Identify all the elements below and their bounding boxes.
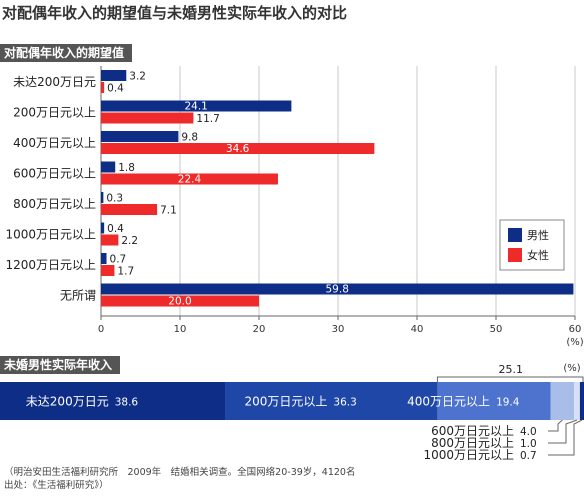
data-label: 9.8 [181,132,198,144]
data-label: 1.7 [117,266,134,278]
leader-line [548,419,583,456]
expectation-bar-chart: 未达200万日元 3.2 0.4 200万日元以上 24.111.7 400万日元以上 9.… [5,66,584,348]
data-label: 0.3 [106,193,123,205]
source-line-2: 出处：《生活福利研究》） [4,480,109,491]
segment-label: 400万日元以上 [407,395,490,409]
x-tick-label: 30 [332,324,345,335]
female-bar [101,82,105,93]
chart1-title: 对配偶年收入的期望值 [0,44,133,62]
data-label: 7.1 [160,205,177,217]
x-tick-label: 0 [98,324,104,335]
stacked-segment [574,382,580,420]
data-label: 1.8 [118,162,135,174]
female-bar [101,234,119,246]
leader-line [548,419,563,432]
segment-value: 0.7 [520,450,537,460]
category-label: 400万日元以上 [13,136,96,150]
chart2-title: 未婚男性实际年收入 [0,356,121,374]
male-bar [101,70,127,81]
x-tick-label: 20 [253,324,266,335]
stacked-segment [437,382,551,420]
female-bar [101,295,259,307]
segment-value: 38.6 [115,397,139,409]
female-bar [101,173,278,185]
x-tick-label: 60 [569,324,582,335]
female-bar [101,112,194,124]
group-bracket [436,376,584,382]
actual-income-stacked-bar: 未达200万日元 38.6 200万日元以上 36.3 400万日元以上 19.4 (%) 2… [0,363,584,460]
stacked-segment [0,382,226,420]
male-bar [101,222,105,234]
stacked-segment [550,382,575,420]
category-label: 1000万日元以上 [5,228,96,242]
segment-value: 19.4 [496,397,520,409]
segment-value: 4.0 [520,426,537,438]
source-note: （明治安田生活福利研究所 2009年 结婚相关调查。全国网络20-39岁，412… [4,466,355,492]
data-label: 0.7 [110,254,127,266]
segment-label: 1000万日元以上 [423,448,514,460]
data-label: 3.2 [129,71,146,83]
legend-swatch-female [508,248,522,262]
legend-swatch-male [508,228,522,242]
main-title: 对配偶年收入的期望值与未婚男性实际年收入的对比 [2,4,348,22]
female-bar [101,265,115,276]
x-tick-label: 40 [411,324,424,335]
source-line-1: （明治安田生活福利研究所 2009年 结婚相关调查。全国网络20-39岁，412… [4,467,356,478]
segment-label: 未达200万日元 [26,395,109,409]
segment-value: 1.0 [520,438,537,450]
data-label: 2.2 [121,235,138,247]
male-bar [101,283,574,295]
data-label: 34.6 [226,143,250,155]
category-label: 200万日元以上 [13,106,96,120]
legend-box [499,219,565,271]
segment-label: 600万日元以上 [431,424,514,438]
data-label: 0.4 [107,223,124,235]
legend-label: 女性 [527,248,549,262]
stacked-segment [579,382,584,420]
x-unit-label: (%) [566,337,583,348]
category-label: 无所谓 [60,289,96,303]
male-bar [101,253,107,264]
male-bar [101,161,116,173]
female-bar [101,143,375,154]
x-tick-label: 10 [174,324,187,335]
male-bar [101,100,292,112]
group-total-label: 25.1 [498,363,523,376]
data-label: 22.4 [178,174,202,186]
category-label: 未达200万日元 [13,75,96,89]
female-bar [101,204,158,215]
data-label: 24.1 [184,101,207,113]
male-bar [101,192,104,203]
unit-label: (%) [563,363,580,374]
data-label: 0.4 [107,83,124,95]
category-label: 1200万日元以上 [5,258,96,272]
data-label: 11.7 [196,113,219,125]
category-label: 600万日元以上 [13,167,96,181]
male-bar [101,131,179,142]
segment-value: 36.3 [333,397,356,409]
data-label: 59.8 [326,284,349,296]
legend-label: 男性 [527,228,549,242]
segment-label: 200万日元以上 [245,395,328,409]
data-label: 20.0 [168,296,191,308]
stacked-segment [225,382,438,420]
category-label: 800万日元以上 [13,197,96,211]
x-tick-label: 50 [490,324,503,335]
leader-line [548,419,578,444]
segment-label: 800万日元以上 [431,436,514,450]
